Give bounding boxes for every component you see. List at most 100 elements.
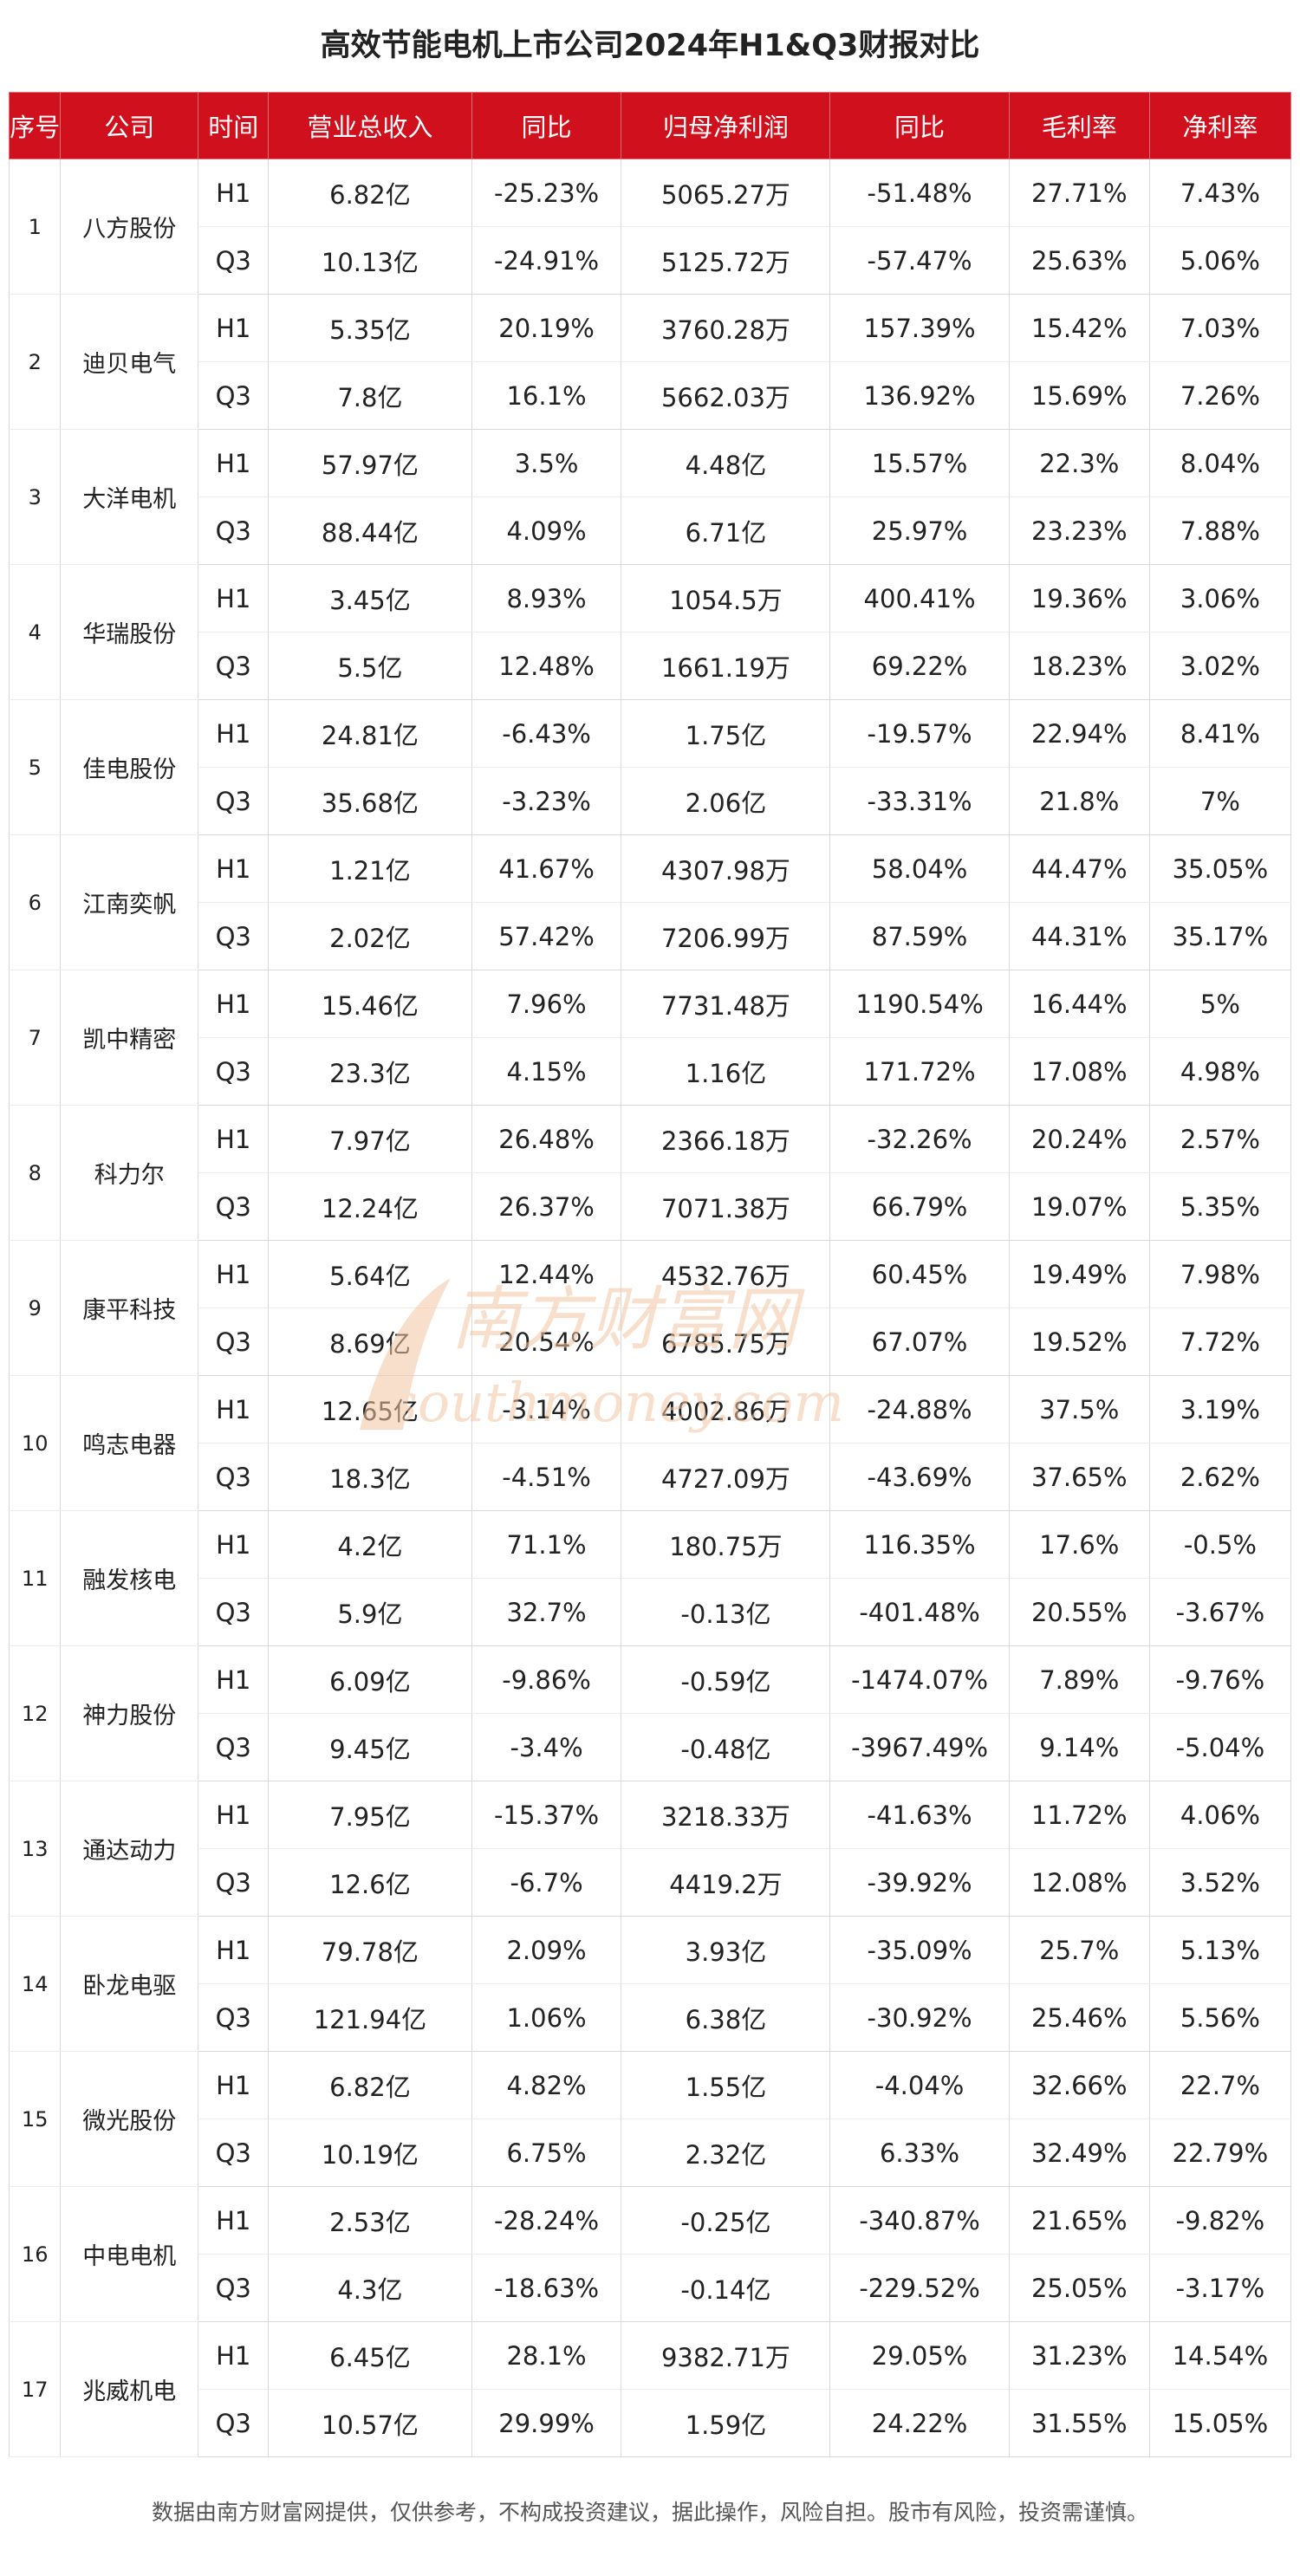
header-net-margin: 净利率 [1148, 92, 1292, 159]
net-profit-cell: 3218.33万 [621, 1781, 830, 1849]
gross-margin-cell: 32.49% [1008, 2119, 1150, 2187]
net-margin-cell: -5.04% [1148, 1713, 1292, 1781]
seq-cell: 17 [8, 2321, 61, 2457]
net-margin-cell: 4.06% [1148, 1781, 1292, 1849]
period-cell: H1 [198, 1105, 269, 1173]
revenue-cell: 35.68亿 [268, 767, 472, 835]
revenue-yoy-cell: -25.23% [471, 159, 621, 227]
net-margin-cell: 7.88% [1148, 496, 1292, 565]
revenue-yoy-cell: -28.24% [471, 2186, 621, 2255]
net-profit-cell: 180.75万 [621, 1510, 830, 1579]
profit-yoy-cell: -39.92% [829, 1848, 1010, 1917]
revenue-yoy-cell: -9.86% [471, 1645, 621, 1714]
gross-margin-cell: 37.5% [1008, 1375, 1150, 1444]
revenue-cell: 10.13亿 [268, 226, 472, 295]
net-margin-cell: -9.82% [1148, 2186, 1292, 2255]
period-cell: H1 [198, 1375, 269, 1444]
company-cell: 八方股份 [60, 159, 198, 295]
period-cell: Q3 [198, 1307, 269, 1376]
revenue-cell: 7.95亿 [268, 1781, 472, 1849]
net-margin-cell: 14.54% [1148, 2321, 1292, 2390]
profit-yoy-cell: -35.09% [829, 1916, 1010, 1984]
period-cell: H1 [198, 2051, 269, 2119]
header-profit-yoy: 同比 [829, 92, 1010, 159]
gross-margin-cell: 21.8% [1008, 767, 1150, 835]
profit-yoy-cell: -4.04% [829, 2051, 1010, 2119]
table-row: 8 科力尔 H1 7.97亿 26.48% 2366.18万 -32.26% 20.24% 2.… [8, 1105, 1292, 1241]
period-cell: H1 [198, 1240, 269, 1308]
profit-yoy-cell: -33.31% [829, 767, 1010, 835]
net-profit-cell: 4002.86万 [621, 1375, 830, 1444]
period-cell: H1 [198, 2186, 269, 2255]
revenue-cell: 2.02亿 [268, 902, 472, 970]
period-cell: Q3 [198, 1578, 269, 1646]
company-cell: 融发核电 [60, 1510, 198, 1646]
period-cell: Q3 [198, 1172, 269, 1241]
table-row: 16 中电电机 H1 2.53亿 -28.24% -0.25亿 -340.87% 21.65%… [8, 2186, 1292, 2322]
revenue-cell: 3.45亿 [268, 564, 472, 633]
company-cell: 江南奕帆 [60, 834, 198, 970]
company-cell: 凯中精密 [60, 970, 198, 1106]
gross-margin-cell: 25.63% [1008, 226, 1150, 295]
net-profit-cell: -0.48亿 [621, 1713, 830, 1781]
period-cell: Q3 [198, 496, 269, 565]
gross-margin-cell: 22.94% [1008, 699, 1150, 768]
revenue-yoy-cell: 41.67% [471, 834, 621, 903]
net-profit-cell: 7071.38万 [621, 1172, 830, 1241]
seq-cell: 12 [8, 1645, 61, 1781]
gross-margin-cell: 19.07% [1008, 1172, 1150, 1241]
revenue-cell: 23.3亿 [268, 1037, 472, 1106]
revenue-cell: 12.65亿 [268, 1375, 472, 1444]
revenue-yoy-cell: 28.1% [471, 2321, 621, 2390]
net-profit-cell: 3.93亿 [621, 1916, 830, 1984]
net-margin-cell: 8.41% [1148, 699, 1292, 768]
revenue-yoy-cell: 12.48% [471, 632, 621, 700]
revenue-cell: 6.82亿 [268, 2051, 472, 2119]
company-cell: 康平科技 [60, 1240, 198, 1376]
revenue-cell: 18.3亿 [268, 1443, 472, 1511]
gross-margin-cell: 17.08% [1008, 1037, 1150, 1106]
table-row: Q3 88.44亿 4.09% 6.71亿 25.97% 23.23% 7.88% [10, 496, 1292, 565]
revenue-cell: 7.8亿 [268, 361, 472, 430]
gross-margin-cell: 15.69% [1008, 361, 1150, 430]
seq-cell: 3 [8, 429, 61, 565]
net-profit-cell: -0.59亿 [621, 1645, 830, 1714]
table-row: 15 微光股份 H1 6.82亿 4.82% 1.55亿 -4.04% 32.66% 22.7% [8, 2051, 1292, 2187]
gross-margin-cell: 44.31% [1008, 902, 1150, 970]
net-margin-cell: 5% [1148, 970, 1292, 1038]
net-margin-cell: -9.76% [1148, 1645, 1292, 1714]
revenue-cell: 4.2亿 [268, 1510, 472, 1579]
seq-cell: 9 [8, 1240, 61, 1376]
table-row: Q3 2.02亿 57.42% 7206.99万 87.59% 44.31% 35.17% [10, 902, 1292, 970]
table-row: Q3 121.94亿 1.06% 6.38亿 -30.92% 25.46% 5.56% [10, 1983, 1292, 2052]
net-margin-cell: 3.02% [1148, 632, 1292, 700]
period-cell: H1 [198, 429, 269, 497]
period-cell: Q3 [198, 1713, 269, 1781]
table-row: Q3 4.3亿 -18.63% -0.14亿 -229.52% 25.05% -3.17% [10, 2254, 1292, 2322]
net-profit-cell: 6.71亿 [621, 496, 830, 565]
gross-margin-cell: 44.47% [1008, 834, 1150, 903]
revenue-yoy-cell: 4.15% [471, 1037, 621, 1106]
revenue-cell: 15.46亿 [268, 970, 472, 1038]
table-row: Q3 18.3亿 -4.51% 4727.09万 -43.69% 37.65% 2.62% [10, 1443, 1292, 1511]
table-row: 11 融发核电 H1 4.2亿 71.1% 180.75万 116.35% 17.6% -0.5… [8, 1510, 1292, 1646]
net-profit-cell: 2.32亿 [621, 2119, 830, 2187]
period-cell: H1 [198, 1916, 269, 1984]
profit-yoy-cell: 116.35% [829, 1510, 1010, 1579]
table-row: Q3 9.45亿 -3.4% -0.48亿 -3967.49% 9.14% -5.04% [10, 1713, 1292, 1781]
revenue-yoy-cell: 26.48% [471, 1105, 621, 1173]
seq-cell: 5 [8, 699, 61, 835]
period-cell: Q3 [198, 2254, 269, 2322]
profit-yoy-cell: 67.07% [829, 1307, 1010, 1376]
table-row: 5 佳电股份 H1 24.81亿 -6.43% 1.75亿 -19.57% 22.94% 8.4… [8, 699, 1292, 835]
profit-yoy-cell: 6.33% [829, 2119, 1010, 2187]
revenue-cell: 1.21亿 [268, 834, 472, 903]
period-cell: H1 [198, 2321, 269, 2390]
revenue-cell: 12.24亿 [268, 1172, 472, 1241]
gross-margin-cell: 11.72% [1008, 1781, 1150, 1849]
net-margin-cell: 15.05% [1148, 2389, 1292, 2457]
profit-yoy-cell: -340.87% [829, 2186, 1010, 2255]
seq-cell: 14 [8, 1916, 61, 2052]
profit-yoy-cell: -30.92% [829, 1983, 1010, 2052]
profit-yoy-cell: 1190.54% [829, 970, 1010, 1038]
